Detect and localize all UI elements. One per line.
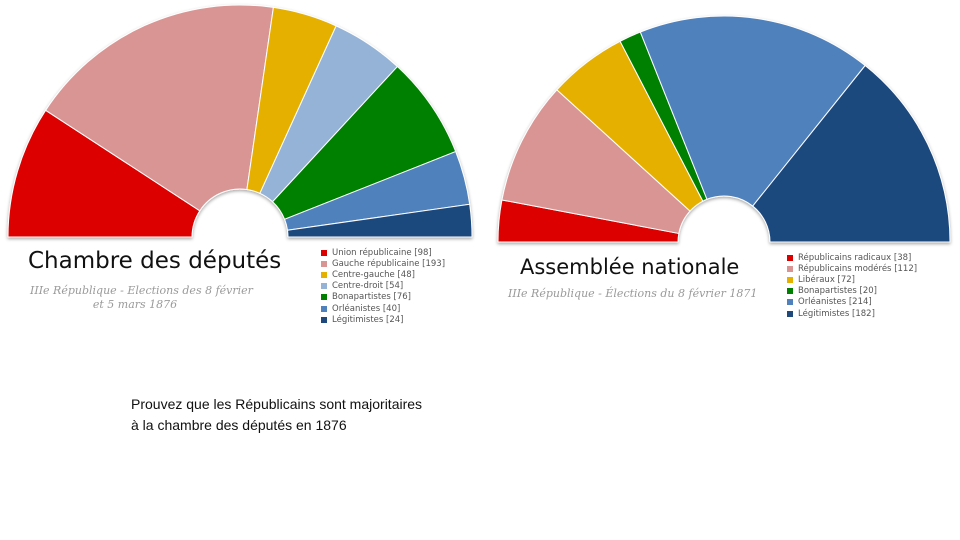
legend-item: Orléanistes [40]: [321, 303, 445, 314]
legend-swatch: [787, 265, 793, 272]
seat-segment: [7, 109, 201, 238]
legend-item: Républicains radicaux [38]: [787, 252, 917, 263]
legend-label: Orléanistes [40]: [332, 303, 401, 314]
legend-label: Libéraux [72]: [798, 274, 855, 285]
legend-item: Centre-droit [54]: [321, 281, 445, 292]
legend-swatch: [787, 299, 793, 306]
legend-item: Légitimistes [24]: [321, 314, 445, 325]
legend-label: Union républicaine [98]: [332, 247, 432, 258]
legend-item: Centre-gauche [48]: [321, 269, 445, 280]
legend-label: Bonapartistes [20]: [798, 286, 877, 297]
legend-swatch: [321, 260, 327, 267]
legend-swatch: [321, 249, 327, 256]
legend-label: Orléanistes [214]: [798, 297, 872, 308]
legend-label: Gauche républicaine [193]: [332, 258, 446, 269]
legend-label: Centre-gauche [48]: [332, 269, 415, 280]
seat-segment: [271, 65, 457, 220]
legend-label: Centre-droit [54]: [332, 281, 404, 292]
legend-swatch: [787, 310, 793, 317]
legend-label: Bonapartistes [76]: [332, 292, 411, 303]
legend-label: Républicains modérés [112]: [798, 263, 918, 274]
legend-item: Orléanistes [214]: [787, 297, 917, 308]
legend-item: Bonapartistes [20]: [787, 286, 917, 297]
subtitle-line-2: et 5 mars 1876: [92, 298, 178, 311]
seat-segment: [44, 4, 274, 212]
legend-item: Républicains modérés [112]: [787, 263, 917, 274]
chart-title-assemblee: Assemblée nationale: [520, 255, 740, 279]
legend-chambre: Union républicaine [98] Gauche républicai…: [321, 247, 445, 325]
legend-swatch: [321, 316, 327, 323]
legend-swatch: [321, 271, 327, 278]
hemicycle-assemblee-nationale: [497, 15, 951, 243]
legend-label: Légitimistes [24]: [332, 314, 404, 325]
legend-item: Bonapartistes [76]: [321, 292, 445, 303]
legend-swatch: [321, 305, 327, 312]
chart-subtitle-chambre: IIIe République - Elections des 8 févrie…: [30, 284, 253, 312]
seat-segment: [639, 15, 866, 207]
legend-swatch: [321, 283, 327, 290]
legend-assemblee: Républicains radicaux [38] Républicains m…: [787, 252, 917, 319]
seat-segment: [501, 89, 691, 235]
legend-swatch: [321, 294, 327, 301]
seat-segment: [752, 64, 951, 243]
subtitle-line-1: IIIe République - Elections des 8 févrie…: [30, 284, 253, 297]
question-text: Prouvez que les Républicains sont majori…: [131, 396, 423, 433]
legend-label: Républicains radicaux [38]: [798, 252, 912, 263]
legend-item: Libéraux [72]: [787, 274, 917, 285]
legend-swatch: [787, 288, 793, 295]
chart-title-chambre: Chambre des députés: [28, 248, 282, 274]
subtitle-line-1: IIIe République - Élections du 8 février…: [508, 287, 758, 300]
legend-swatch: [787, 254, 793, 261]
chart-subtitle-assemblee: IIIe République - Élections du 8 février…: [508, 287, 758, 301]
legend-label: Légitimistes [182]: [798, 308, 875, 319]
legend-swatch: [787, 276, 793, 283]
legend-item: Gauche républicaine [193]: [321, 258, 445, 269]
legend-item: Légitimistes [182]: [787, 308, 917, 319]
hemicycle-chambre-des-deputes: [7, 4, 473, 238]
seat-segment: [286, 203, 473, 238]
legend-item: Union républicaine [98]: [321, 247, 445, 258]
